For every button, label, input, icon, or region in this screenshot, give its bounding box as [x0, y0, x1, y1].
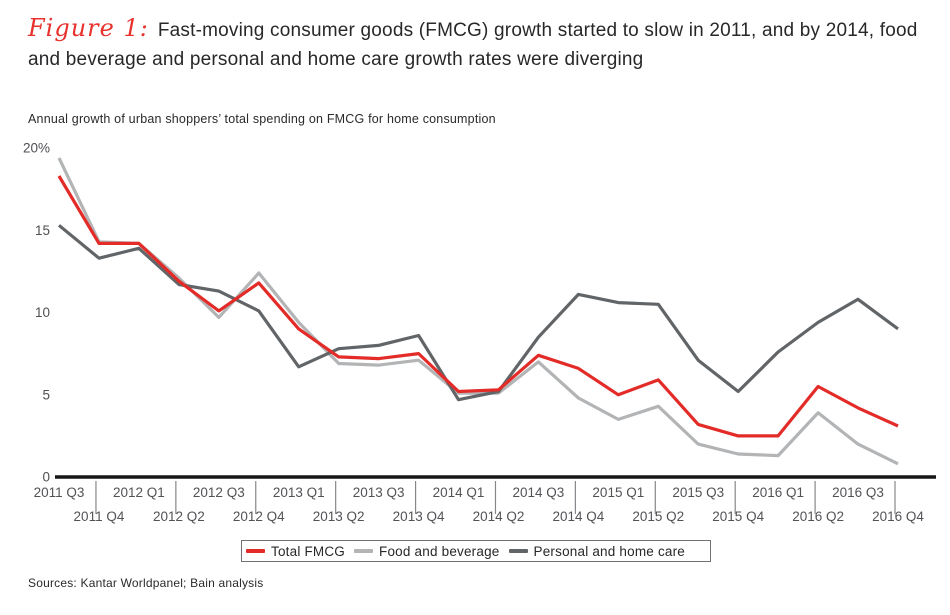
figure-number-label: Figure 1:	[28, 14, 149, 42]
legend-swatch-personal-and-home-care	[508, 549, 528, 553]
sources-note: Sources: Kantar Worldpanel; Bain analysi…	[28, 576, 264, 590]
legend-label-personal-and-home-care: Personal and home care	[533, 543, 686, 559]
x-axis-label: 2016 Q3	[832, 485, 884, 500]
series-line-total-fmcg	[57, 175, 899, 438]
legend-item-personal-and-home-care: Personal and home care	[508, 543, 686, 559]
series-line-food-and-beverage	[57, 157, 899, 466]
y-axis-label: 0	[42, 470, 50, 485]
x-axis-label: 2011 Q3	[34, 485, 85, 500]
x-axis-label: 2012 Q2	[153, 509, 205, 524]
x-axis-label: 2016 Q2	[792, 509, 844, 524]
legend-item-total-fmcg: Total FMCG	[246, 544, 345, 559]
y-axis-label: 20%	[23, 141, 50, 156]
y-axis-label: 10	[35, 305, 50, 320]
x-axis-label: 2014 Q1	[433, 485, 485, 500]
figure-title: Figure 1: Fast-moving consumer goods (FMC…	[28, 14, 934, 74]
x-axis-label: 2012 Q1	[113, 485, 165, 500]
figure-title-text: Fast-moving consumer goods (FMCG) growth…	[28, 20, 918, 70]
x-axis-label: 2013 Q2	[313, 509, 365, 524]
x-axis-label: 2015 Q3	[672, 485, 724, 500]
legend-swatch-food-and-beverage	[354, 549, 374, 553]
x-axis-label: 2012 Q4	[233, 509, 285, 524]
legend-label-total-fmcg: Total FMCG	[271, 543, 346, 559]
x-axis-label: 2015 Q2	[632, 509, 684, 524]
x-axis-label: 2014 Q3	[513, 485, 565, 500]
series-line-personal-and-home-care	[57, 224, 899, 402]
x-axis-label: 2015 Q4	[712, 509, 764, 524]
x-axis-label: 2015 Q1	[592, 485, 644, 500]
x-axis-label: 2016 Q4	[872, 509, 924, 524]
x-axis-label: 2013 Q3	[353, 485, 405, 500]
x-axis-label: 2016 Q1	[752, 485, 804, 500]
x-axis-label: 2011 Q4	[74, 509, 125, 524]
chart-legend: Total FMCG Food and beverage Personal an…	[241, 540, 711, 562]
x-axis-label: 2013 Q1	[273, 485, 325, 500]
x-axis-label: 2013 Q4	[393, 509, 445, 524]
x-axis-label: 2014 Q2	[473, 509, 525, 524]
chart-subtitle: Annual growth of urban shoppers’ total s…	[28, 112, 496, 126]
y-axis-label: 5	[42, 387, 50, 402]
legend-item-food-and-beverage: Food and beverage	[354, 544, 500, 559]
legend-swatch-total-fmcg	[246, 549, 265, 553]
legend-label-food-and-beverage: Food and beverage	[379, 543, 500, 559]
x-axis-label: 2012 Q3	[193, 485, 245, 500]
x-axis-label: 2014 Q4	[552, 509, 604, 524]
y-axis-label: 15	[35, 223, 50, 238]
